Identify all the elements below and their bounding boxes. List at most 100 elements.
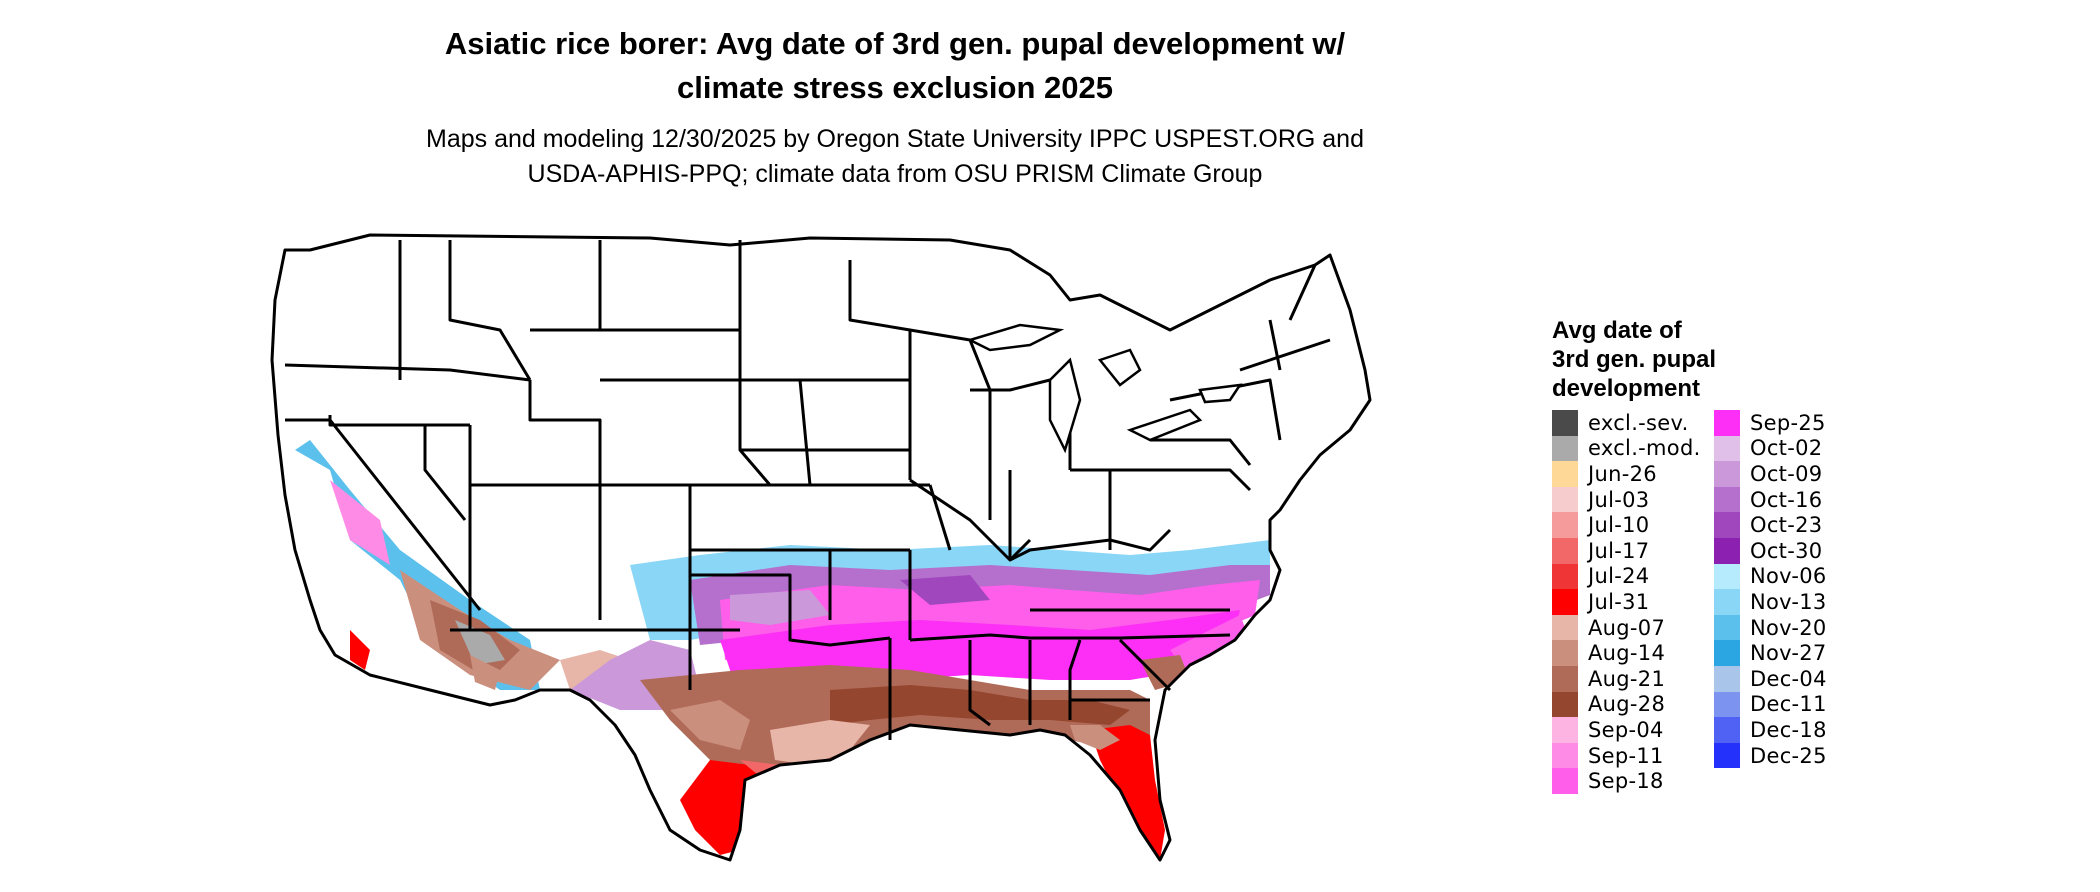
legend-swatch [1714, 461, 1740, 487]
legend-swatch [1714, 486, 1740, 513]
legend-swatch [1714, 410, 1740, 436]
legend-label: Jul-17 [1588, 538, 1650, 563]
us-map [270, 233, 1372, 862]
legend-swatch [1714, 691, 1740, 718]
legend-item: Jul-10 [1552, 512, 1701, 538]
map-subtitle-line-1: Maps and modeling 12/30/2025 by Oregon S… [426, 125, 1364, 153]
legend-item: Aug-21 [1552, 665, 1701, 692]
legend-swatch [1552, 461, 1578, 487]
legend-swatch [1714, 614, 1740, 641]
legend-label: Oct-02 [1750, 436, 1823, 461]
legend-label: Dec-04 [1750, 666, 1827, 691]
legend-swatch [1552, 614, 1578, 641]
map-subtitle-line-2: USDA-APHIS-PPQ; climate data from OSU PR… [527, 160, 1263, 188]
legend-item: Nov-27 [1714, 640, 1827, 666]
legend-swatch [1552, 665, 1578, 692]
legend-item: Dec-25 [1714, 742, 1827, 769]
legend-swatch [1552, 691, 1578, 718]
legend-column-2: Sep-25 Oct-02 Oct-09 Oct-16 Oct-23 Oct-30 Nov-… [1714, 410, 1827, 769]
legend-label: Jul-31 [1588, 589, 1650, 614]
legend-label: Dec-18 [1750, 717, 1827, 742]
legend-swatch [1552, 589, 1578, 615]
legend-label: Aug-07 [1588, 615, 1666, 640]
map-title-line-2: climate stress exclusion 2025 [677, 70, 1113, 105]
legend-swatch [1714, 563, 1740, 590]
legend-swatch [1552, 410, 1578, 436]
legend-item: Aug-14 [1552, 640, 1701, 666]
legend-item: Aug-07 [1552, 614, 1701, 641]
legend-item: Oct-02 [1714, 435, 1827, 462]
legend-item: Oct-30 [1714, 537, 1827, 564]
legend-swatch [1552, 717, 1578, 743]
legend-label: Aug-14 [1588, 641, 1666, 666]
legend-label: Sep-04 [1588, 717, 1664, 742]
legend-label: Nov-20 [1750, 615, 1827, 640]
legend-label: Jul-03 [1588, 487, 1650, 512]
legend-title: Avg date of 3rd gen. pupal development [1552, 316, 1716, 403]
legend-label: excl.-sev. [1588, 410, 1689, 435]
legend-item: Dec-18 [1714, 717, 1827, 743]
map-title-line-1: Asiatic rice borer: Avg date of 3rd gen.… [444, 26, 1346, 61]
legend-swatch [1552, 563, 1578, 590]
legend-item: Sep-11 [1552, 742, 1701, 769]
legend-swatch [1714, 742, 1740, 769]
legend-label: Oct-23 [1750, 513, 1823, 538]
legend-label: Sep-25 [1750, 410, 1826, 435]
legend-item: Oct-16 [1714, 486, 1827, 513]
legend-label: Jul-10 [1588, 513, 1650, 538]
legend-swatch [1714, 537, 1740, 564]
legend-label: Oct-09 [1750, 461, 1823, 486]
map-title: Asiatic rice borer: Avg date of 3rd gen.… [290, 22, 1500, 110]
legend-swatch [1552, 742, 1578, 769]
legend-item: Aug-28 [1552, 691, 1701, 718]
legend-swatch [1552, 537, 1578, 564]
legend-item: Sep-18 [1552, 768, 1701, 794]
legend-swatch [1714, 717, 1740, 743]
legend-label: Aug-28 [1588, 692, 1666, 717]
legend-swatch [1714, 435, 1740, 462]
legend-label: Nov-27 [1750, 641, 1827, 666]
legend-item: Nov-13 [1714, 589, 1827, 615]
legend-item: Oct-09 [1714, 461, 1827, 487]
legend-swatch [1552, 768, 1578, 794]
legend-item: Sep-25 [1714, 410, 1827, 436]
legend-item: excl.-mod. [1552, 435, 1701, 462]
legend-item: Jul-03 [1552, 486, 1701, 513]
legend-item: Jun-26 [1552, 461, 1701, 487]
legend-item: Jul-24 [1552, 563, 1701, 590]
legend-title-line-2: 3rd gen. pupal [1552, 346, 1717, 373]
map-subtitle: Maps and modeling 12/30/2025 by Oregon S… [290, 122, 1500, 192]
legend-column-1: excl.-sev. excl.-mod. Jun-26 Jul-03 Jul-10 Ju… [1552, 410, 1701, 794]
legend-swatch [1552, 486, 1578, 513]
legend-swatch [1714, 640, 1740, 666]
legend-item: Nov-06 [1714, 563, 1827, 590]
legend-swatch [1714, 512, 1740, 538]
legend-label: Jun-26 [1588, 461, 1657, 486]
legend-swatch [1552, 435, 1578, 462]
legend-label: excl.-mod. [1588, 436, 1701, 461]
legend-label: Aug-21 [1588, 666, 1666, 691]
legend-swatch [1552, 640, 1578, 666]
legend-label: Oct-16 [1750, 487, 1823, 512]
legend-label: Sep-11 [1588, 743, 1664, 768]
legend-label: Dec-25 [1750, 743, 1827, 768]
legend-item: Jul-31 [1552, 589, 1701, 615]
legend-swatch [1714, 589, 1740, 615]
legend-item: Sep-04 [1552, 717, 1701, 743]
legend-label: Nov-06 [1750, 564, 1827, 589]
legend-item: Dec-11 [1714, 691, 1827, 718]
model-surface [295, 440, 1270, 860]
legend-swatch [1552, 512, 1578, 538]
legend-item: Nov-20 [1714, 614, 1827, 641]
legend-item: Jul-17 [1552, 537, 1701, 564]
legend-swatch [1714, 665, 1740, 692]
legend-label: Dec-11 [1750, 692, 1827, 717]
legend-label: Nov-13 [1750, 589, 1827, 614]
legend-label: Oct-30 [1750, 538, 1823, 563]
great-lakes [966, 323, 1243, 454]
legend-item: excl.-sev. [1552, 410, 1701, 436]
legend-item: Oct-23 [1714, 512, 1827, 538]
legend-label: Sep-18 [1588, 769, 1664, 794]
legend-item: Dec-04 [1714, 665, 1827, 692]
legend-label: Jul-24 [1588, 564, 1650, 589]
